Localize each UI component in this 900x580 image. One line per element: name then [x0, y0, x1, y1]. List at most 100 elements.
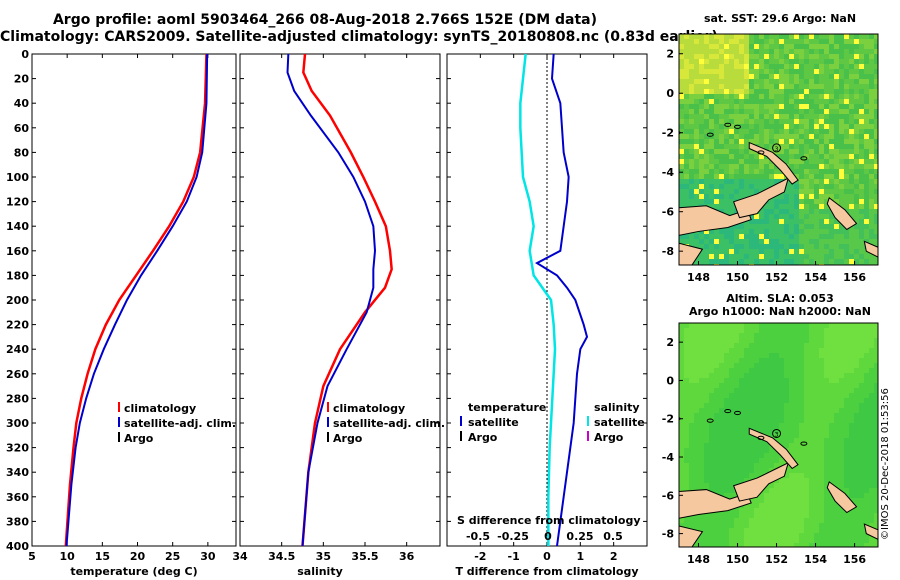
map-x-tick-label: 152 [765, 271, 788, 284]
map-x-tick-label: 156 [843, 271, 866, 284]
map-y-tick-label: -6 [662, 206, 675, 219]
map-y-tick-label: -8 [662, 245, 674, 258]
x-tick-label: -1 [508, 550, 520, 563]
panel-frame [31, 53, 237, 547]
legend-swatch-satellite [460, 416, 462, 426]
map-x-tick-label: 148 [687, 271, 710, 284]
y-tick-label: 380 [6, 515, 29, 528]
map-x-tick-label: 154 [804, 553, 827, 566]
legend-argo-swatch [327, 432, 329, 442]
title-line-1: Argo profile: aoml 5903464_266 08-Aug-20… [52, 12, 598, 28]
x-tick-label: -2 [474, 550, 486, 563]
map-y-tick-label: -2 [662, 413, 674, 426]
x-tick-label: 0 [543, 550, 551, 563]
sst-map-float-circle [772, 143, 782, 153]
sla-map-reef [706, 418, 714, 423]
sst-map: 3 148 150 152 154 156 2 0 -2 -4 -6 -8 [662, 33, 879, 284]
x-tick-label: 34 [232, 550, 248, 563]
legend-climatology-swatch [118, 402, 120, 412]
map-x-tick-label: 152 [765, 553, 788, 566]
map-x-tick-label: 148 [687, 553, 710, 566]
x-tick-label: 36 [399, 550, 415, 563]
legend-swatch-argo [460, 431, 462, 441]
sst-map-land [826, 197, 858, 231]
map-y-tick-label: 2 [666, 336, 674, 349]
map-y-tick-label: -4 [662, 166, 675, 179]
x-tick-label: 20 [130, 550, 146, 563]
sla-map-title-1: Altim. SLA: 0.053 [726, 292, 834, 305]
map-y-tick-label: 0 [666, 87, 674, 100]
sst-map-land [732, 177, 790, 219]
panel-frame [239, 53, 441, 547]
s-satellite-line [519, 53, 557, 546]
legend-temperature-argo: Argo [468, 431, 498, 444]
y-tick-label: 260 [6, 368, 29, 381]
sst-map-field: 3 [679, 34, 878, 265]
y-tick-label: 0 [21, 48, 29, 61]
sst-map-land [679, 205, 752, 236]
sla-map-land [679, 489, 752, 519]
line-climatology [64, 53, 208, 547]
y-tick-label: 80 [14, 146, 30, 159]
legend-satellite-swatch [327, 417, 329, 427]
y-tick-label: 340 [6, 466, 29, 479]
legend-argo: Argo [333, 432, 363, 445]
sla-map-land [748, 427, 799, 470]
s-tick-label: 0.5 [603, 530, 623, 543]
map-y-tick-label: 0 [666, 374, 674, 387]
y-tick-label: 160 [6, 245, 29, 258]
x-axis-label: temperature (deg C) [70, 565, 197, 578]
s-tick-label: 0 [544, 530, 552, 543]
y-tick-label: 200 [6, 294, 29, 307]
sst-map-land [679, 242, 704, 265]
legend-satellite: satellite-adj. clim. [333, 417, 445, 430]
y-tick-label: 100 [6, 171, 29, 184]
legend-temperature-title: temperature [468, 401, 546, 414]
y-tick-label: 180 [6, 269, 29, 282]
sla-map-reef [800, 441, 808, 446]
y-tick-label: 20 [14, 73, 30, 86]
y-tick-label: 140 [6, 220, 29, 233]
x-tick-label: 5 [28, 550, 36, 563]
sst-map-reef [724, 122, 732, 127]
x-axis-label: T difference from climatology [455, 565, 638, 578]
sla-map-float-marker: 3 [775, 431, 779, 438]
legend-satellite-swatch [118, 417, 120, 427]
panel-salinity: 34 34.5 35 35.5 36 salinity climatology satelli… [232, 53, 445, 578]
legend-salinity-satellite: satellite [594, 416, 645, 429]
sla-map-reef [734, 410, 742, 416]
legend-salinity-argo: Argo [594, 431, 624, 444]
sla-map-frame [678, 322, 879, 548]
s-axis-label: S difference from climatology [457, 514, 641, 527]
map-x-tick-label: 150 [726, 271, 749, 284]
maps: 3 148 150 152 154 156 2 0 -2 -4 -6 -8 3 148 150 152 154 1… [662, 33, 879, 566]
sla-map-field: 3 [679, 323, 878, 547]
sst-map-reef [757, 150, 765, 155]
legend-salinity-title: salinity [594, 401, 640, 414]
x-tick-label: 35.5 [351, 550, 378, 563]
legend-climatology: climatology [333, 402, 405, 415]
x-tick-label: 10 [60, 550, 76, 563]
x-tick-label: 25 [165, 550, 180, 563]
x-tick-label: 15 [95, 550, 110, 563]
sla-map-float-circle [772, 428, 782, 438]
x-tick-label: 2 [610, 550, 618, 563]
sst-map-float-marker: 3 [775, 146, 779, 153]
line-satellite-adj-clim- [286, 53, 377, 547]
sla-map-land [679, 525, 704, 547]
sst-map-land [748, 141, 799, 185]
profile-panels: 0204060801001201401601802002202402602803… [6, 48, 648, 578]
s-tick-label: -0.5 [466, 530, 490, 543]
y-tick-label: 60 [14, 122, 30, 135]
sst-map-frame [678, 33, 879, 266]
y-tick-label: 40 [14, 97, 30, 110]
legend-satellite: satellite-adj. clim. [124, 417, 236, 430]
y-tick-label: 320 [6, 442, 29, 455]
map-y-tick-label: -2 [662, 127, 674, 140]
x-tick-label: 1 [577, 550, 585, 563]
y-tick-label: 120 [6, 196, 29, 209]
y-tick-label: 360 [6, 491, 29, 504]
map-y-tick-label: -6 [662, 489, 675, 502]
sla-map-reef [757, 435, 765, 440]
